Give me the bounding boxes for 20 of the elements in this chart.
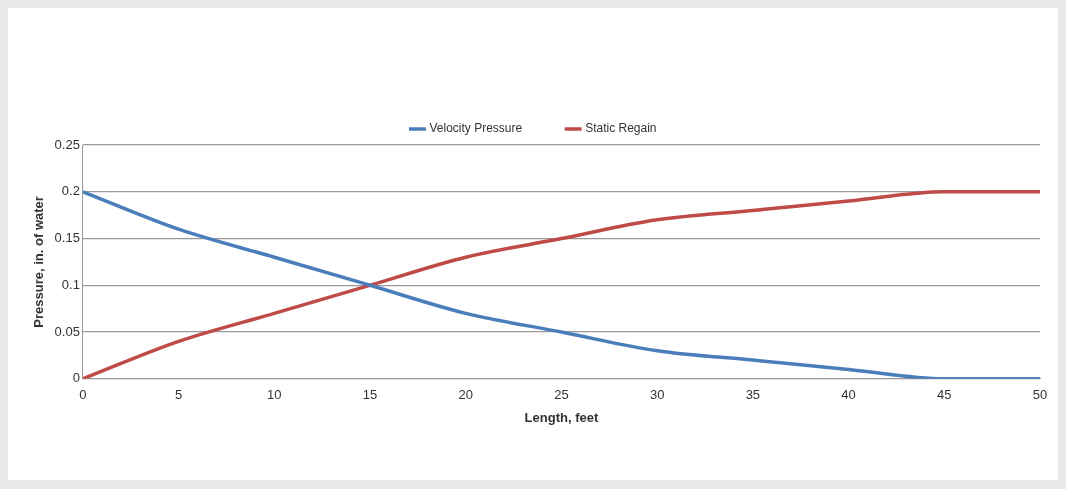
x-tick-label: 15: [362, 387, 378, 403]
legend-label: Static Regain: [585, 121, 657, 136]
y-tick-label: 0: [72, 370, 80, 386]
y-axis-title: Pressure, in. of water: [31, 196, 47, 328]
y-tick-label: 0.25: [54, 136, 80, 152]
x-tick-label: 30: [649, 387, 665, 403]
y-tick-label: 0.1: [61, 276, 80, 292]
y-tick-label: 0.2: [61, 183, 80, 199]
x-tick-label: 50: [1032, 387, 1048, 403]
x-axis-title: Length, feet: [524, 409, 599, 425]
y-tick-label: 0.05: [54, 323, 80, 339]
x-tick-label: 40: [841, 387, 856, 403]
x-tick-label: 20: [458, 387, 473, 403]
x-tick-label: 45: [937, 387, 952, 403]
y-tick-label: 0.15: [54, 230, 80, 246]
x-tick-label: 10: [267, 387, 282, 403]
x-tick-label: 35: [745, 387, 761, 403]
legend-label: Velocity Pressure: [429, 121, 523, 136]
x-tick-label: 25: [554, 387, 569, 403]
x-tick-label: 5: [174, 387, 183, 403]
